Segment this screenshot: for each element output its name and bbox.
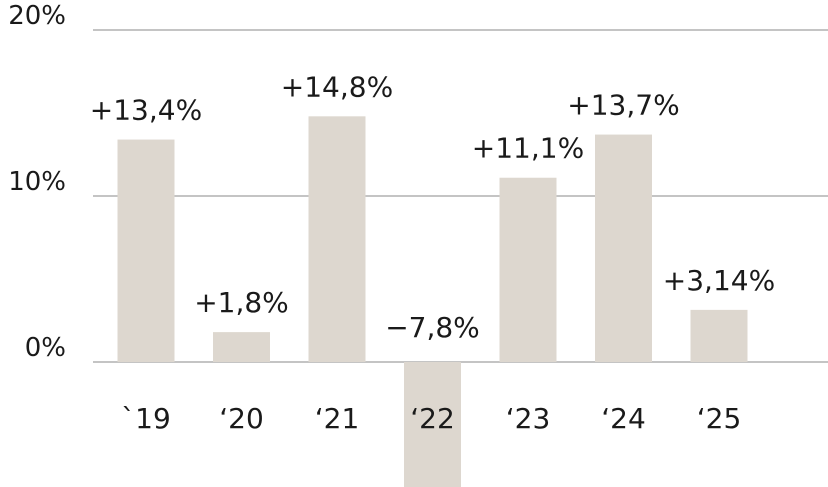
y-tick-label: 20% xyxy=(8,1,66,31)
bar xyxy=(404,362,461,487)
bar xyxy=(213,332,270,362)
data-label: +1,8% xyxy=(194,286,289,319)
data-labels: +13,4% +1,8% +14,8% −7,8% +11,1% +13,7% +3,14% xyxy=(90,70,775,344)
y-tick-labels: 0% 10% 20% xyxy=(8,1,66,363)
x-category-labels: `19 ‘20 ‘21 ‘22 ‘23 ‘24 ‘25 xyxy=(121,402,741,435)
y-tick-label: 0% xyxy=(25,333,66,363)
x-category-label: ‘24 xyxy=(601,402,646,435)
data-label: −7,8% xyxy=(385,311,480,344)
data-label: +13,4% xyxy=(90,94,202,127)
x-category-label: ‘23 xyxy=(506,402,551,435)
bar xyxy=(117,139,175,362)
bar xyxy=(308,116,366,362)
data-label: +11,1% xyxy=(472,132,584,165)
x-category-label: ‘21 xyxy=(315,402,360,435)
x-category-label: ‘20 xyxy=(219,402,264,435)
x-category-label: `19 xyxy=(121,402,171,435)
x-category-label: ‘22 xyxy=(410,402,455,435)
bar xyxy=(690,309,748,362)
bar xyxy=(499,177,557,362)
bars xyxy=(117,116,748,487)
y-tick-label: 10% xyxy=(8,167,66,197)
x-category-label: ‘25 xyxy=(697,402,742,435)
data-label: +14,8% xyxy=(281,70,393,103)
data-label: +13,7% xyxy=(567,89,679,122)
bar xyxy=(595,134,652,362)
data-label: +3,14% xyxy=(663,264,775,297)
